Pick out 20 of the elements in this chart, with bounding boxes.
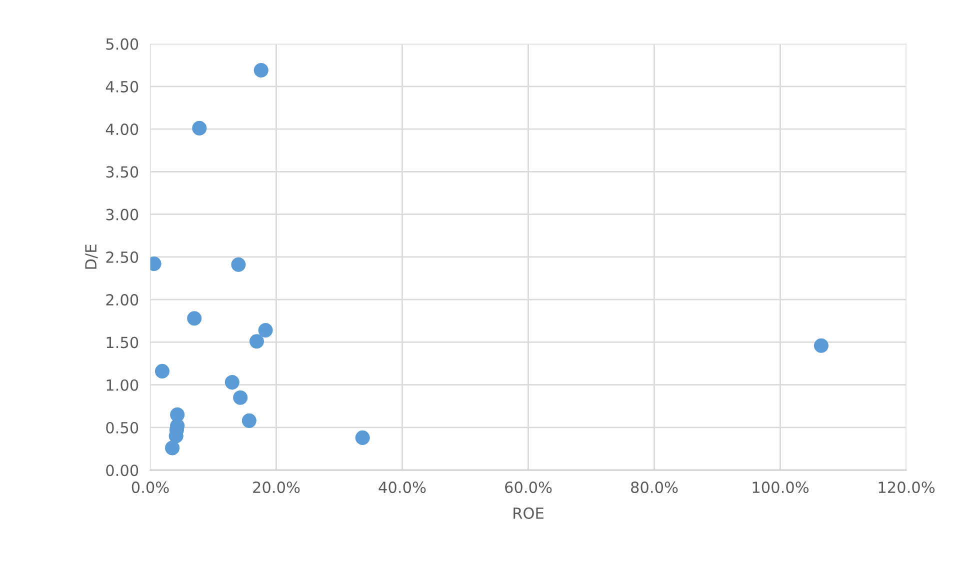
y-tick-label: 3.00 (106, 208, 138, 220)
x-tick-label: 40.0% (378, 482, 426, 494)
x-tick-label: 80.0% (631, 482, 678, 494)
y-tick-label: 2.50 (106, 251, 138, 263)
y-axis-title: D/E (85, 244, 98, 269)
y-tick-label: 5.00 (106, 38, 138, 50)
y-tick-label: 1.00 (106, 379, 138, 391)
y-tick-label: 2.00 (106, 294, 138, 306)
x-tick-label: 20.0% (253, 482, 300, 494)
y-tick-label: 1.50 (106, 336, 138, 348)
y-tick-label: 4.50 (106, 80, 138, 92)
y-tick-label: 3.50 (106, 166, 138, 178)
x-tick-label: 0.0% (132, 482, 169, 494)
y-tick-label: 0.00 (106, 464, 138, 476)
x-tick-label: 120.0% (878, 482, 935, 494)
x-tick-label: 60.0% (505, 482, 552, 494)
y-tick-label: 4.00 (106, 124, 138, 136)
y-tick-label: 0.50 (106, 422, 138, 434)
x-axis-title: ROE (514, 507, 544, 519)
x-tick-label: 100.0% (752, 482, 809, 494)
